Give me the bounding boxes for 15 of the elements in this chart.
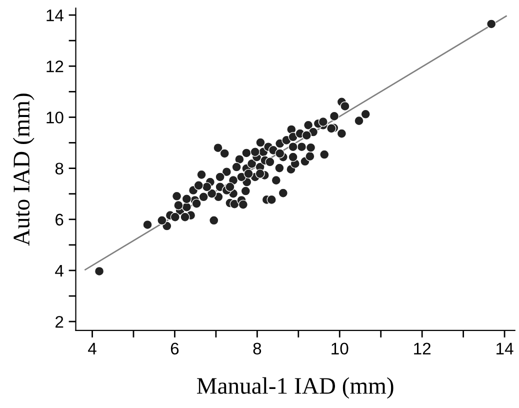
y-axis-title: Auto IAD (mm) bbox=[12, 94, 34, 246]
y-tick-label: 4 bbox=[55, 265, 64, 276]
x-tick-label: 12 bbox=[414, 342, 431, 354]
x-tick-label: 14 bbox=[496, 342, 514, 354]
y-tick-label: 6 bbox=[56, 214, 64, 226]
x-axis-title: Manual-1 IAD (mm) bbox=[196, 377, 394, 399]
y-tick-label: 8 bbox=[55, 162, 64, 174]
y-tick-label: 14 bbox=[46, 10, 64, 22]
y-tick-label: 2 bbox=[56, 316, 64, 328]
y-tick-label: 10 bbox=[46, 112, 64, 124]
x-tick-label: 10 bbox=[332, 342, 348, 355]
x-tick-label: 8 bbox=[253, 342, 262, 355]
x-tick-label: 6 bbox=[170, 342, 179, 355]
y-tick-label: 12 bbox=[46, 60, 64, 72]
x-tick-label: 4 bbox=[88, 342, 96, 354]
